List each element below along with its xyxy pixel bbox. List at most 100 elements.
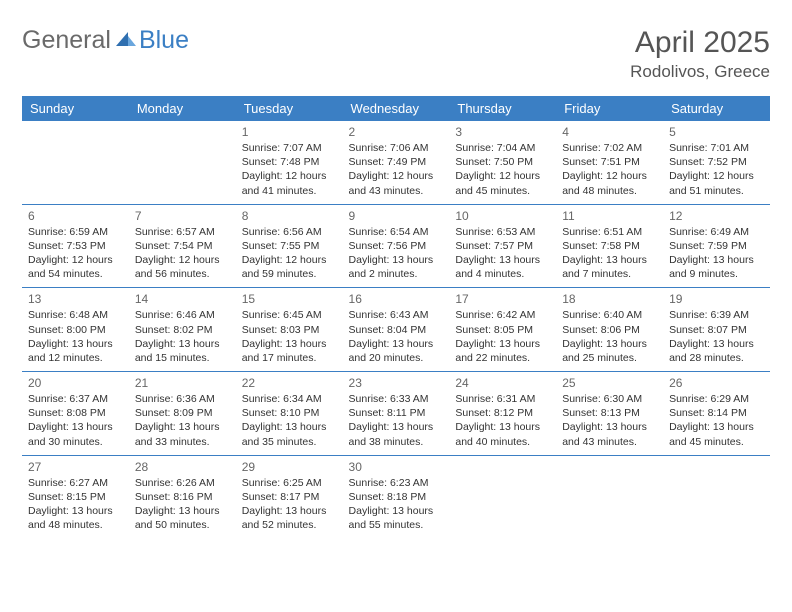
daylight-text: and 55 minutes. xyxy=(349,518,444,532)
sunset-text: Sunset: 7:50 PM xyxy=(455,155,550,169)
calendar-day-cell: 23Sunrise: 6:33 AMSunset: 8:11 PMDayligh… xyxy=(343,372,450,456)
day-number: 10 xyxy=(455,209,550,223)
daylight-text: and 50 minutes. xyxy=(135,518,230,532)
sunset-text: Sunset: 7:59 PM xyxy=(669,239,764,253)
sunset-text: Sunset: 8:04 PM xyxy=(349,323,444,337)
day-number: 11 xyxy=(562,209,657,223)
daylight-text: and 52 minutes. xyxy=(242,518,337,532)
daylight-text: and 51 minutes. xyxy=(669,184,764,198)
sunset-text: Sunset: 8:02 PM xyxy=(135,323,230,337)
calendar-table: SundayMondayTuesdayWednesdayThursdayFrid… xyxy=(22,96,770,538)
location: Rodolivos, Greece xyxy=(630,62,770,82)
daylight-text: and 48 minutes. xyxy=(28,518,123,532)
calendar-day-cell: 24 Sunrise: 6:31 AMSunset: 8:12 PMDayligh… xyxy=(449,372,556,456)
title-block: April 2025 Rodolivos, Greece xyxy=(630,26,770,82)
calendar-day-cell: 6Sunrise: 6:59 AMSunset: 7:53 PMDaylight… xyxy=(22,204,129,288)
sunrise-text: Sunrise: 6:30 AM xyxy=(562,392,657,406)
sunset-text: Sunset: 8:11 PM xyxy=(349,406,444,420)
daylight-text: and 30 minutes. xyxy=(28,435,123,449)
daylight-text: Daylight: 13 hours xyxy=(135,420,230,434)
sunrise-text: Sunrise: 6:49 AM xyxy=(669,225,764,239)
sunrise-text: Sunrise: 6:59 AM xyxy=(28,225,123,239)
daylight-text: Daylight: 13 hours xyxy=(349,337,444,351)
daylight-text: Daylight: 12 hours xyxy=(242,253,337,267)
day-number: 17 xyxy=(455,292,550,306)
sunrise-text: Sunrise: 6:37 AM xyxy=(28,392,123,406)
calendar-day-cell: 30Sunrise: 6:23 AMSunset: 8:18 PMDayligh… xyxy=(343,455,450,538)
day-number: 21 xyxy=(135,376,230,390)
daylight-text: Daylight: 13 hours xyxy=(669,337,764,351)
daylight-text: Daylight: 12 hours xyxy=(135,253,230,267)
header: General Blue April 2025 Rodolivos, Greec… xyxy=(22,26,770,82)
day-number: 18 xyxy=(562,292,657,306)
day-number: 16 xyxy=(349,292,444,306)
sunrise-text: Sunrise: 7:01 AM xyxy=(669,141,764,155)
sunset-text: Sunset: 8:14 PM xyxy=(669,406,764,420)
daylight-text: and 12 minutes. xyxy=(28,351,123,365)
day-number: 22 xyxy=(242,376,337,390)
calendar-day-cell: 10Sunrise: 6:53 AMSunset: 7:57 PMDayligh… xyxy=(449,204,556,288)
day-number: 26 xyxy=(669,376,764,390)
daylight-text: Daylight: 13 hours xyxy=(28,504,123,518)
calendar-day-cell: 12Sunrise: 6:49 AMSunset: 7:59 PMDayligh… xyxy=(663,204,770,288)
logo: General Blue xyxy=(22,26,189,55)
calendar-day-cell: 5Sunrise: 7:01 AMSunset: 7:52 PMDaylight… xyxy=(663,121,770,204)
daylight-text: Daylight: 13 hours xyxy=(455,420,550,434)
sunrise-text: Sunrise: 6:31 AM xyxy=(455,392,550,406)
day-number: 5 xyxy=(669,125,764,139)
calendar-day-cell: 26Sunrise: 6:29 AMSunset: 8:14 PMDayligh… xyxy=(663,372,770,456)
sunrise-text: Sunrise: 6:25 AM xyxy=(242,476,337,490)
calendar-day-cell: 20Sunrise: 6:37 AMSunset: 8:08 PMDayligh… xyxy=(22,372,129,456)
daylight-text: and 33 minutes. xyxy=(135,435,230,449)
calendar-body: 1Sunrise: 7:07 AMSunset: 7:48 PMDaylight… xyxy=(22,121,770,538)
calendar-day-cell: 8Sunrise: 6:56 AMSunset: 7:55 PMDaylight… xyxy=(236,204,343,288)
calendar-empty-cell xyxy=(22,121,129,204)
weekday-header: Wednesday xyxy=(343,96,450,121)
calendar-day-cell: 22Sunrise: 6:34 AMSunset: 8:10 PMDayligh… xyxy=(236,372,343,456)
sunrise-text: Sunrise: 6:39 AM xyxy=(669,308,764,322)
sunrise-text: Sunrise: 6:23 AM xyxy=(349,476,444,490)
calendar-day-cell: 4Sunrise: 7:02 AMSunset: 7:51 PMDaylight… xyxy=(556,121,663,204)
calendar-empty-cell xyxy=(556,455,663,538)
sunset-text: Sunset: 8:03 PM xyxy=(242,323,337,337)
calendar-day-cell: 28Sunrise: 6:26 AMSunset: 8:16 PMDayligh… xyxy=(129,455,236,538)
day-number: 4 xyxy=(562,125,657,139)
sunset-text: Sunset: 8:12 PM xyxy=(455,406,550,420)
daylight-text: Daylight: 13 hours xyxy=(669,253,764,267)
day-number: 24 xyxy=(455,376,550,390)
sunset-text: Sunset: 7:57 PM xyxy=(455,239,550,253)
calendar-day-cell: 16 Sunrise: 6:43 AMSunset: 8:04 PMDayligh… xyxy=(343,288,450,372)
daylight-text: and 15 minutes. xyxy=(135,351,230,365)
sunrise-text: Sunrise: 6:29 AM xyxy=(669,392,764,406)
daylight-text: Daylight: 13 hours xyxy=(135,504,230,518)
sunset-text: Sunset: 7:48 PM xyxy=(242,155,337,169)
weekday-header: Sunday xyxy=(22,96,129,121)
daylight-text: Daylight: 12 hours xyxy=(349,169,444,183)
daylight-text: Daylight: 13 hours xyxy=(242,337,337,351)
sunrise-text: Sunrise: 6:42 AM xyxy=(455,308,550,322)
day-number: 29 xyxy=(242,460,337,474)
calendar-day-cell: 14Sunrise: 6:46 AMSunset: 8:02 PMDayligh… xyxy=(129,288,236,372)
sunset-text: Sunset: 7:54 PM xyxy=(135,239,230,253)
daylight-text: and 28 minutes. xyxy=(669,351,764,365)
sunrise-text: Sunrise: 6:43 AM xyxy=(349,308,444,322)
calendar-day-cell: 11Sunrise: 6:51 AMSunset: 7:58 PMDayligh… xyxy=(556,204,663,288)
calendar-empty-cell xyxy=(449,455,556,538)
sunset-text: Sunset: 8:18 PM xyxy=(349,490,444,504)
daylight-text: and 22 minutes. xyxy=(455,351,550,365)
logo-text-blue: Blue xyxy=(139,26,189,55)
day-number: 30 xyxy=(349,460,444,474)
daylight-text: Daylight: 12 hours xyxy=(455,169,550,183)
daylight-text: Daylight: 13 hours xyxy=(562,337,657,351)
daylight-text: Daylight: 13 hours xyxy=(28,420,123,434)
weekday-header: Monday xyxy=(129,96,236,121)
sunset-text: Sunset: 8:06 PM xyxy=(562,323,657,337)
sunset-text: Sunset: 8:08 PM xyxy=(28,406,123,420)
weekday-header: Tuesday xyxy=(236,96,343,121)
day-number: 23 xyxy=(349,376,444,390)
day-number: 9 xyxy=(349,209,444,223)
calendar-day-cell: 2Sunrise: 7:06 AMSunset: 7:49 PMDaylight… xyxy=(343,121,450,204)
calendar-week-row: 1Sunrise: 7:07 AMSunset: 7:48 PMDaylight… xyxy=(22,121,770,204)
daylight-text: Daylight: 13 hours xyxy=(349,253,444,267)
sunrise-text: Sunrise: 6:40 AM xyxy=(562,308,657,322)
